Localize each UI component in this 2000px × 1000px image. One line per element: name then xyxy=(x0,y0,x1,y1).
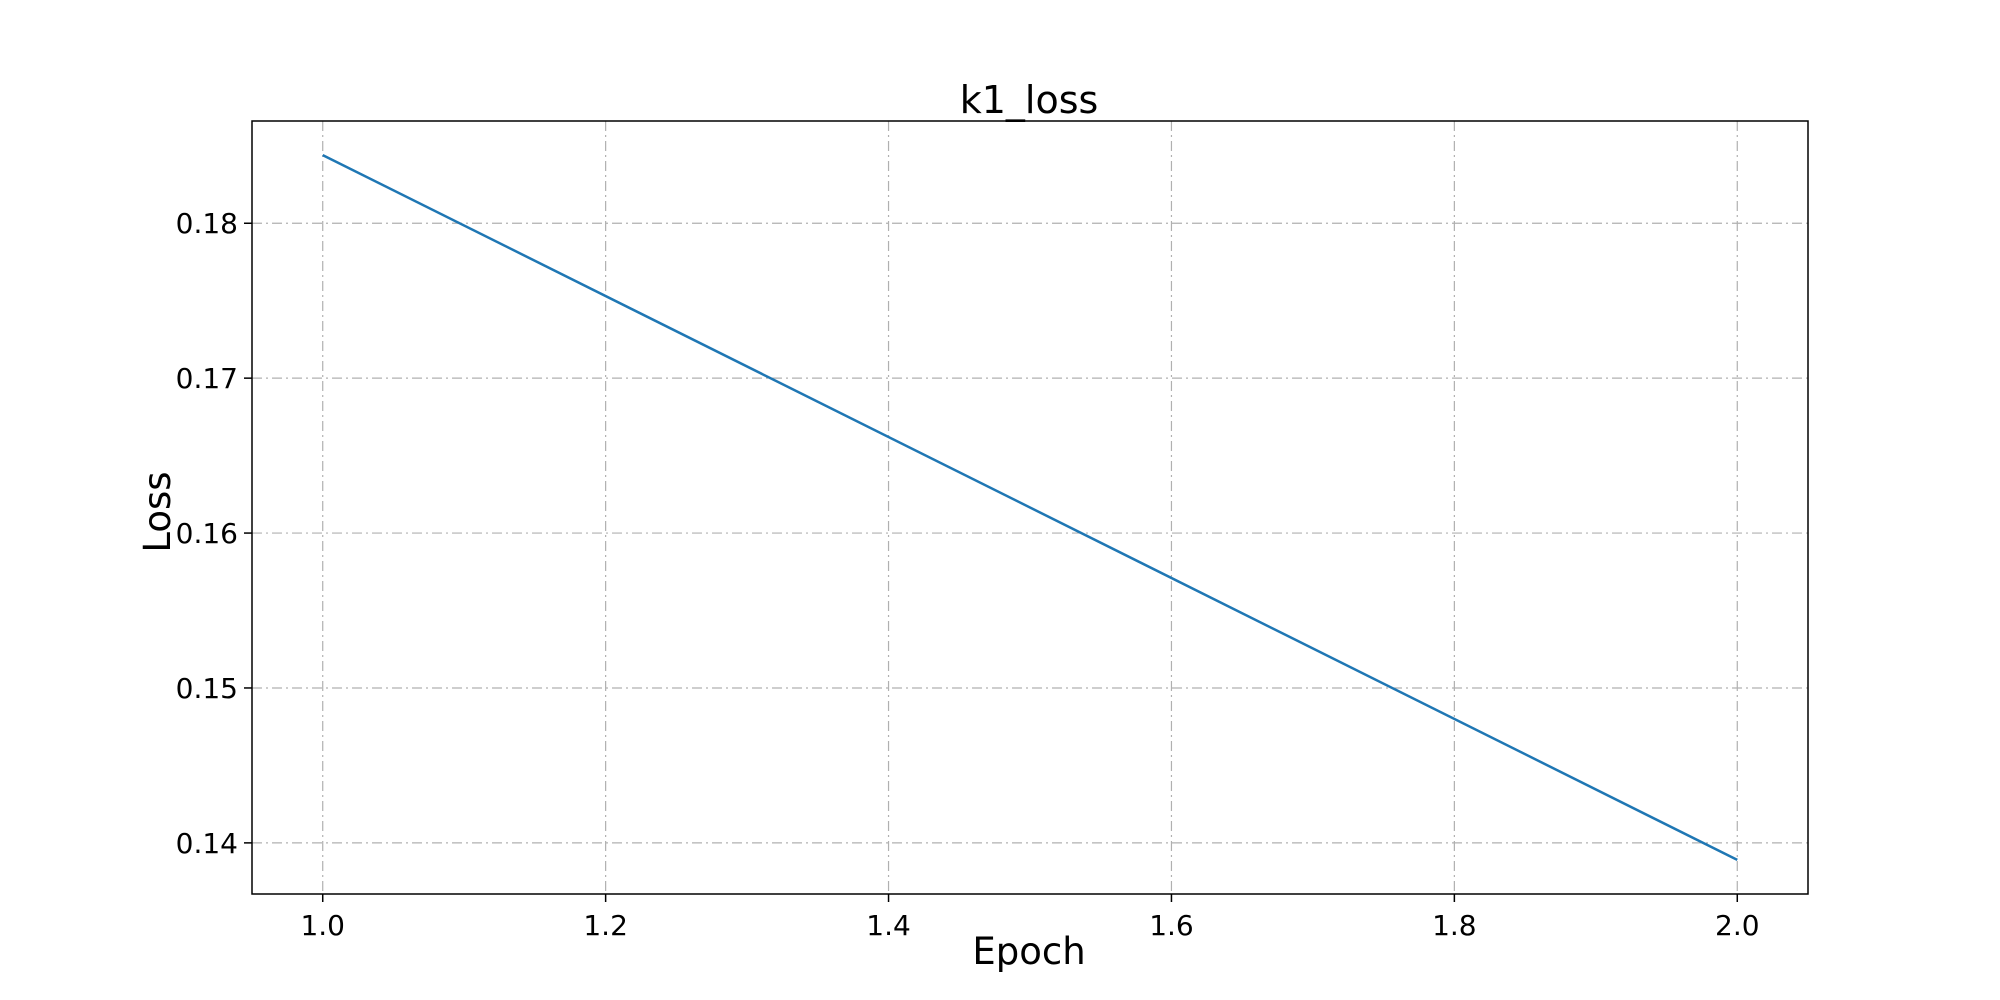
axis-ticks: 1.0 1.2 1.4 1.6 1.8 2.0 0.14 0.15 0.16 0.17 0.18 xyxy=(176,207,1760,942)
grid-layer xyxy=(252,121,1808,894)
plot-area-frame xyxy=(251,120,1809,895)
x-tick-label: 2.0 xyxy=(1715,909,1760,942)
y-tick-label: 0.16 xyxy=(176,517,238,550)
x-tick-label: 1.6 xyxy=(1149,909,1194,942)
y-tick-label: 0.17 xyxy=(176,362,238,395)
y-axis-label: Loss xyxy=(136,471,179,552)
y-tick-label: 0.15 xyxy=(176,672,238,705)
series-layer xyxy=(322,153,1738,862)
chart-title: k1_loss xyxy=(960,78,1099,122)
x-tick-label: 1.8 xyxy=(1432,909,1477,942)
x-tick-label: 1.0 xyxy=(300,909,345,942)
y-tick-label: 0.14 xyxy=(176,827,238,860)
x-tick-label: 1.2 xyxy=(583,909,628,942)
y-tick-label: 0.18 xyxy=(176,207,238,240)
x-axis-label: Epoch xyxy=(972,930,1085,973)
series-line xyxy=(322,153,1738,862)
x-tick-label: 1.4 xyxy=(866,909,911,942)
